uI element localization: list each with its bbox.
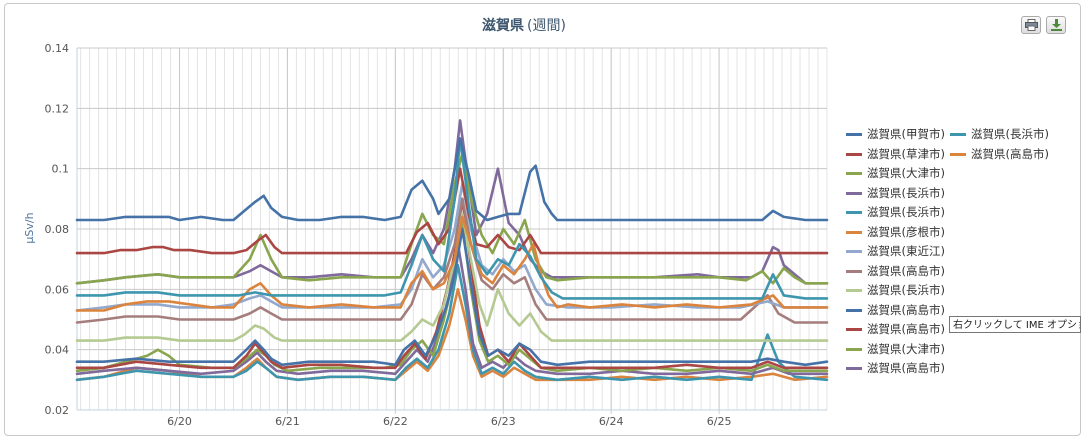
y-tick-label: 0.1 bbox=[52, 163, 70, 176]
series-line[interactable] bbox=[75, 227, 829, 367]
print-button[interactable] bbox=[1021, 16, 1041, 34]
legend-row: 滋賀県(大津市) bbox=[846, 340, 1054, 360]
legend-item[interactable]: 滋賀県(大津市) bbox=[846, 164, 945, 184]
legend-swatch bbox=[846, 133, 862, 137]
series-line[interactable] bbox=[75, 242, 829, 376]
y-axis-title: μSv/h bbox=[23, 212, 36, 243]
legend-label: 滋賀県(草津市) bbox=[867, 146, 945, 161]
legend-row: 滋賀県(長浜市) bbox=[846, 281, 1054, 301]
series-line[interactable] bbox=[75, 137, 829, 300]
x-tick-label: 6/20 bbox=[167, 415, 192, 428]
legend-label: 滋賀県(長浜市) bbox=[970, 127, 1049, 141]
y-tick-label: 0.04 bbox=[45, 344, 70, 357]
download-icon bbox=[1050, 19, 1062, 31]
y-tick-label: 0.08 bbox=[45, 223, 70, 236]
legend-label: 滋賀県(大津市) bbox=[867, 341, 945, 356]
legend-item[interactable]: 滋賀県(東近江) bbox=[846, 242, 945, 262]
legend-row: 滋賀県(大津市) bbox=[846, 164, 1054, 184]
chart-title: 滋賀県 (週間) bbox=[482, 17, 566, 34]
legend-item[interactable]: 滋賀県(草津市) bbox=[846, 145, 945, 165]
legend-swatch bbox=[846, 230, 862, 234]
legend-swatch bbox=[846, 152, 862, 156]
legend-swatch bbox=[846, 347, 862, 351]
x-tick-label: 6/22 bbox=[383, 415, 408, 428]
chart-legend: 滋賀県(甲賀市) 滋賀県(長浜市) 滋賀県(草津市) 滋賀県(高島市) 滋賀県(大津市)… bbox=[846, 125, 1054, 379]
x-tick-label: 6/23 bbox=[491, 415, 516, 428]
series-line[interactable] bbox=[75, 215, 829, 312]
legend-row: 滋賀県(高島市) bbox=[846, 320, 1054, 340]
legend-label: 滋賀県(高島市) bbox=[867, 302, 945, 317]
legend-item[interactable]: 滋賀県(高島市) bbox=[846, 262, 945, 282]
legend-label: 滋賀県(高島市) bbox=[867, 322, 945, 336]
chart-title-suffix: (週間) bbox=[527, 18, 566, 34]
legend-item[interactable]: 滋賀県(長浜市) bbox=[846, 281, 945, 301]
legend-swatch bbox=[846, 191, 862, 195]
legend-swatch bbox=[846, 250, 862, 254]
legend-swatch bbox=[846, 289, 862, 293]
grid-layer bbox=[77, 47, 828, 411]
series-line[interactable] bbox=[75, 197, 829, 324]
legend-swatch bbox=[846, 269, 862, 273]
legend-item[interactable]: 滋賀県(長浜市) bbox=[846, 203, 945, 223]
legend-swatch bbox=[846, 211, 862, 215]
legend-row: 滋賀県(長浜市) bbox=[846, 203, 1054, 223]
legend-row: 滋賀県(高島市) bbox=[846, 301, 1054, 321]
series-line[interactable] bbox=[75, 167, 829, 255]
legend-item[interactable]: 滋賀県(甲賀市) bbox=[846, 125, 945, 145]
series-line[interactable] bbox=[75, 263, 829, 382]
legend-label: 滋賀県(長浜市) bbox=[867, 283, 945, 297]
legend-label: 滋賀県(高島市) bbox=[970, 146, 1049, 161]
axis-layer: 0.02 0.04 0.06 0.08 0.1 0.12 0.14 6/20 6/21 6/22 6… bbox=[45, 42, 827, 428]
legend-item[interactable]: 滋賀県(高島市) bbox=[949, 145, 1049, 165]
legend-row: 滋賀県(彦根市) bbox=[846, 223, 1054, 243]
legend-label: 滋賀県(高島市) bbox=[867, 361, 945, 375]
y-tick-label: 0.12 bbox=[45, 102, 70, 115]
x-tick-label: 6/24 bbox=[599, 415, 624, 428]
legend-swatch bbox=[846, 328, 862, 332]
legend-label: 滋賀県(高島市) bbox=[867, 263, 945, 278]
y-tick-label: 0.06 bbox=[45, 283, 70, 296]
legend-item[interactable]: 滋賀県(高島市) bbox=[846, 320, 945, 340]
legend-label: 滋賀県(大津市) bbox=[867, 166, 945, 180]
legend-label: 滋賀県(彦根市) bbox=[867, 224, 945, 239]
legend-item[interactable]: 滋賀県(彦根市) bbox=[846, 223, 945, 243]
legend-item[interactable]: 滋賀県(大津市) bbox=[846, 340, 945, 360]
legend-swatch bbox=[949, 133, 966, 137]
y-tick-label: 0.02 bbox=[45, 404, 70, 417]
legend-row: 滋賀県(東近江) bbox=[846, 242, 1054, 262]
series-line[interactable] bbox=[75, 212, 829, 342]
legend-swatch bbox=[846, 367, 862, 371]
legend-label: 滋賀県(長浜市) bbox=[867, 185, 945, 200]
legend-label: 滋賀県(長浜市) bbox=[867, 205, 945, 219]
legend-swatch bbox=[949, 152, 966, 156]
print-icon bbox=[1024, 19, 1038, 31]
legend-item[interactable]: 滋賀県(高島市) bbox=[846, 359, 945, 379]
download-button[interactable] bbox=[1046, 16, 1066, 34]
legend-item[interactable]: 滋賀県(高島市) bbox=[846, 301, 945, 321]
legend-label: 滋賀県(甲賀市) bbox=[867, 127, 945, 141]
legend-row: 滋賀県(長浜市) bbox=[846, 184, 1054, 204]
legend-row: 滋賀県(高島市) bbox=[846, 359, 1054, 379]
series-layer bbox=[75, 119, 829, 382]
legend-label: 滋賀県(東近江) bbox=[867, 244, 945, 258]
chart-title-main: 滋賀県 bbox=[482, 17, 524, 34]
legend-row: 滋賀県(草津市) 滋賀県(高島市) bbox=[846, 145, 1054, 165]
series-line[interactable] bbox=[75, 137, 829, 222]
ime-tooltip: 右クリックして IME オプションを bbox=[949, 316, 1081, 333]
legend-row: 滋賀県(高島市) bbox=[846, 262, 1054, 282]
x-tick-label: 6/21 bbox=[275, 415, 300, 428]
legend-swatch bbox=[846, 172, 862, 176]
series-line[interactable] bbox=[75, 288, 829, 382]
x-tick-label: 6/25 bbox=[707, 415, 732, 428]
y-tick-label: 0.14 bbox=[45, 42, 70, 55]
legend-item[interactable]: 滋賀県(長浜市) bbox=[846, 184, 945, 204]
legend-item[interactable]: 滋賀県(長浜市) bbox=[949, 125, 1049, 145]
legend-swatch bbox=[846, 308, 862, 312]
legend-row: 滋賀県(甲賀市) 滋賀県(長浜市) bbox=[846, 125, 1054, 145]
